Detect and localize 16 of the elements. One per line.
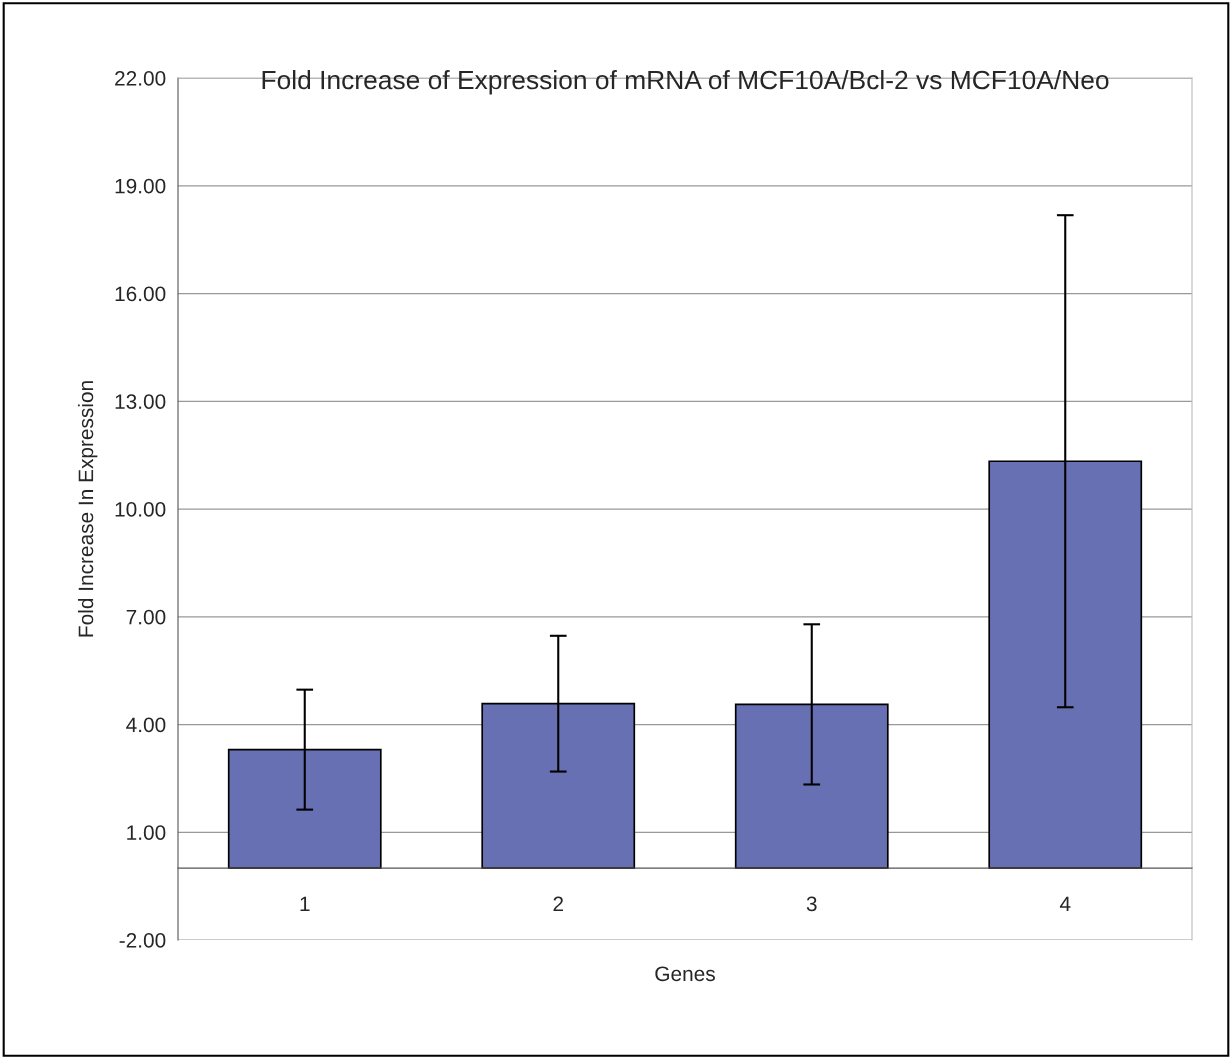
- y-tick-label: 1.00: [127, 825, 166, 840]
- y-tick-label: -2.00: [119, 933, 166, 948]
- y-axis-title: Fold Increase In Expression: [77, 381, 98, 637]
- y-tick-label: 19.00: [115, 178, 166, 194]
- y-tick-label: 13.00: [115, 394, 166, 409]
- x-tick-label: 2: [553, 896, 563, 912]
- y-tick-label: 7.00: [126, 609, 166, 625]
- x-axis-title: Genes: [655, 966, 715, 982]
- x-tick-label: 1: [300, 896, 310, 912]
- y-tick-label: 16.00: [115, 286, 166, 302]
- y-tick-label: 4.00: [126, 717, 166, 733]
- x-tick-label: 3: [806, 896, 817, 912]
- x-tick-label: 4: [1059, 896, 1071, 912]
- y-tick-label: 22.00: [115, 71, 166, 86]
- chart-title: Fold Increase of Expression of mRNA of MCF10A/Bcl-2 vs MCF10A/Neo: [262, 69, 1109, 95]
- y-tick-label: 10.00: [115, 502, 166, 517]
